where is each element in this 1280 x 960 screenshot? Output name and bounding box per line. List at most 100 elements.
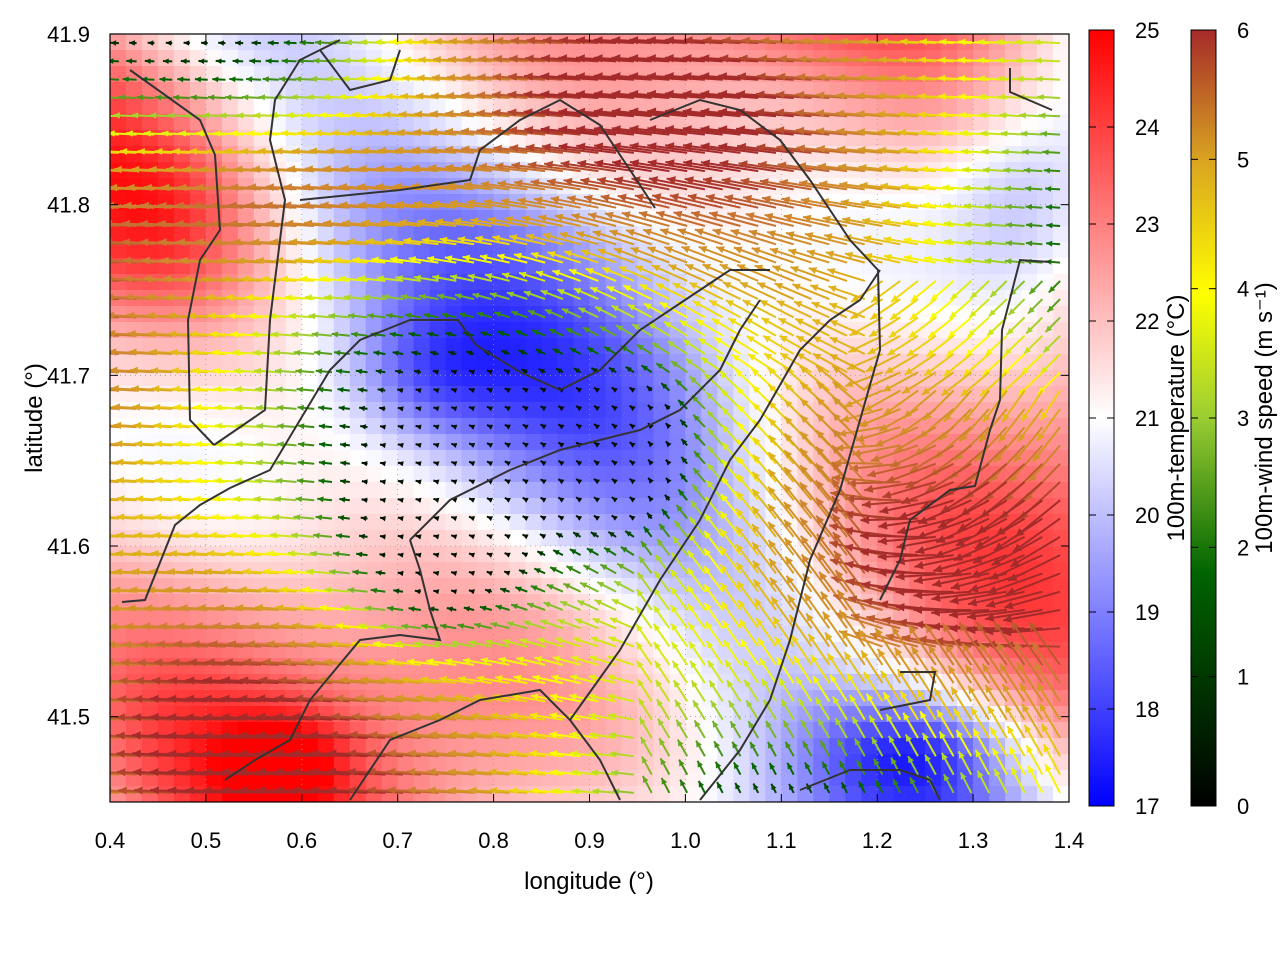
- temperature-cell: [237, 34, 255, 51]
- temperature-cell: [765, 114, 782, 131]
- temperature-cell: [477, 562, 495, 579]
- temperature-cell: [1053, 546, 1069, 563]
- temperature-cell: [493, 434, 511, 451]
- temperature-cell: [221, 98, 239, 115]
- temperature-cell: [157, 98, 175, 115]
- temperature-cell: [813, 754, 830, 771]
- temperature-cell: [205, 82, 223, 99]
- temperature-cell: [173, 786, 191, 802]
- temperature-cell: [653, 514, 671, 531]
- temperature-cell: [541, 370, 559, 387]
- temperature-cell: [669, 450, 686, 467]
- temperature-cell: [349, 146, 367, 163]
- temperature-cell: [253, 242, 271, 259]
- temperature-cell: [429, 98, 447, 115]
- temperature-cell: [445, 498, 463, 515]
- temperature-cell: [125, 402, 143, 419]
- temperature-cell: [877, 322, 894, 339]
- temperature-cell: [493, 402, 511, 419]
- temperature-cell: [781, 114, 798, 131]
- temperature-cell: [413, 354, 431, 371]
- temperature-cell: [509, 274, 527, 291]
- temperature-cell: [1037, 210, 1054, 227]
- temperature-cell: [637, 498, 655, 515]
- temperature-cell: [605, 498, 623, 515]
- temperature-cell: [381, 370, 399, 387]
- temperature-cell: [381, 466, 399, 483]
- temperature-cell: [765, 98, 782, 115]
- temperature-cell: [301, 98, 319, 115]
- temperature-cell: [253, 178, 271, 195]
- temperature-cell: [237, 178, 255, 195]
- temperature-cell: [557, 274, 575, 291]
- temperature-cell: [1053, 530, 1069, 547]
- temperature-cell: [477, 786, 495, 802]
- temperature-cell: [365, 514, 383, 531]
- temperature-cell: [461, 354, 479, 371]
- temperature-cell: [461, 562, 479, 579]
- temperature-cell: [381, 226, 399, 243]
- temperature-cell: [461, 578, 479, 595]
- temperature-cell: [381, 98, 399, 115]
- temperature-cell: [509, 450, 527, 467]
- temperature-cell: [1021, 482, 1038, 499]
- temperature-cell: [205, 226, 223, 243]
- temperature-cell: [973, 482, 990, 499]
- temperature-cell: [621, 658, 639, 675]
- temperature-cell: [1053, 642, 1069, 659]
- temperature-cell: [189, 482, 207, 499]
- temperature-cell: [557, 402, 575, 419]
- temperature-cell: [333, 274, 351, 291]
- temperature-cell: [110, 50, 127, 67]
- temperature-cell: [573, 338, 591, 355]
- temperature-cell: [141, 242, 159, 259]
- temperature-cell: [301, 306, 319, 323]
- temperature-cell: [397, 338, 415, 355]
- temperature-cell: [893, 114, 910, 131]
- temperature-cell: [1005, 114, 1022, 131]
- temperature-cell: [221, 242, 239, 259]
- temperature-cell: [110, 274, 127, 291]
- temperature-cell: [205, 114, 223, 131]
- temperature-cell: [110, 178, 127, 195]
- temperature-cell: [797, 434, 814, 451]
- temperature-cell: [397, 418, 415, 435]
- temperature-cell: [189, 370, 207, 387]
- temperature-cell: [621, 338, 639, 355]
- temperature-cell: [605, 482, 623, 499]
- temperature-cell: [205, 498, 223, 515]
- temperature-cell: [173, 306, 191, 323]
- temperature-cell: [557, 306, 575, 323]
- temperature-cell: [813, 450, 830, 467]
- temperature-cell: [269, 498, 287, 515]
- temperature-cell: [925, 50, 942, 67]
- temperature-cell: [605, 514, 623, 531]
- temperature-cell: [301, 370, 319, 387]
- temperature-cell: [541, 786, 559, 802]
- temperature-cell: [365, 386, 383, 403]
- temperature-cell: [173, 114, 191, 131]
- temperature-cell: [989, 178, 1006, 195]
- temperature-cell: [701, 114, 718, 131]
- temperature-cell: [333, 114, 351, 131]
- temperature-cell: [989, 370, 1006, 387]
- temperature-cell: [477, 114, 495, 131]
- temperature-cell: [493, 114, 511, 131]
- temperature-cell: [909, 146, 926, 163]
- temperature-cell: [157, 338, 175, 355]
- temperature-cell: [1053, 514, 1069, 531]
- temperature-cell: [493, 370, 511, 387]
- temperature-cell: [221, 338, 239, 355]
- temperature-cell: [765, 418, 782, 435]
- temperature-cell: [445, 450, 463, 467]
- temperature-cell: [317, 466, 335, 483]
- temperature-cell: [125, 50, 143, 67]
- temperature-cell: [365, 466, 383, 483]
- temperature-cell: [445, 402, 463, 419]
- temperature-cell: [573, 114, 591, 131]
- temperature-cell: [445, 434, 463, 451]
- temperature-cell: [653, 338, 671, 355]
- temperature-cell: [397, 114, 415, 131]
- temperature-cell: [477, 402, 495, 419]
